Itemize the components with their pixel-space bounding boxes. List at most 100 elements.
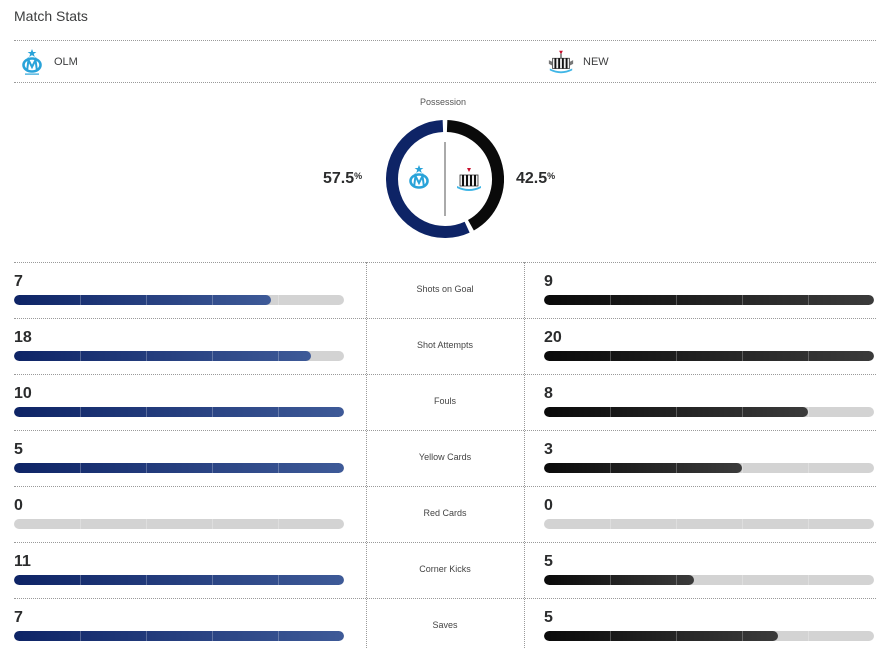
away-team[interactable]: NEW: [547, 48, 609, 76]
bar-segment: [610, 295, 611, 305]
bar-segment: [610, 519, 611, 529]
bar-segment: [278, 631, 279, 641]
away-stat-value: 0: [544, 497, 553, 514]
home-stat-bar-fill: [14, 351, 311, 361]
home-team[interactable]: OLM: [18, 48, 78, 76]
bar-segment: [146, 351, 147, 361]
bar-segment: [610, 463, 611, 473]
column-divider: [524, 262, 525, 648]
home-stat-bar: [14, 519, 344, 529]
possession-donut-chart: [386, 120, 504, 238]
away-stat-bar: [544, 295, 874, 305]
bar-segment: [80, 463, 81, 473]
away-team-abbr: NEW: [583, 56, 609, 68]
bar-segment: [808, 631, 809, 641]
bar-segment: [742, 519, 743, 529]
stat-row: 0 Red Cards 0: [14, 486, 876, 542]
stat-row: 11 Corner Kicks 5: [14, 542, 876, 598]
away-stat-value: 20: [544, 329, 562, 346]
bar-segment: [676, 351, 677, 361]
stat-row: 18 Shot Attempts 20: [14, 318, 876, 374]
away-stat-bar-fill: [544, 407, 809, 417]
bar-segment: [278, 575, 279, 585]
away-stat-bar-fill: [544, 295, 874, 305]
possession-label: Possession: [419, 97, 467, 107]
bar-segment: [742, 295, 743, 305]
home-possession-value: 57.5%: [323, 170, 362, 188]
bar-segment: [808, 351, 809, 361]
stat-label: Yellow Cards: [418, 452, 472, 462]
stat-row: 7 Shots on Goal 9: [14, 262, 876, 318]
bar-segment: [146, 407, 147, 417]
divider: [14, 374, 876, 375]
away-stat-bar: [544, 575, 874, 585]
home-stat-bar: [14, 631, 344, 641]
bar-segment: [610, 575, 611, 585]
bar-segment: [80, 631, 81, 641]
bar-segment: [676, 295, 677, 305]
bar-segment: [146, 295, 147, 305]
home-stat-bar: [14, 295, 344, 305]
stat-label: Shots on Goal: [416, 284, 474, 294]
home-stat-bar: [14, 407, 344, 417]
bar-segment: [742, 351, 743, 361]
away-stat-value: 5: [544, 553, 553, 570]
bar-segment: [278, 519, 279, 529]
bar-segment: [146, 631, 147, 641]
divider: [14, 318, 876, 319]
divider: [14, 82, 876, 83]
home-stat-bar-fill: [14, 631, 344, 641]
away-stat-bar: [544, 407, 874, 417]
om-crest-icon: [18, 48, 46, 76]
away-possession-arc: [446, 120, 504, 231]
bar-segment: [610, 351, 611, 361]
bar-segment: [676, 407, 677, 417]
divider: [14, 598, 876, 599]
home-stat-value: 5: [14, 441, 23, 458]
home-stat-bar-fill: [14, 463, 344, 473]
percent-unit: %: [354, 171, 363, 181]
away-stat-bar: [544, 351, 874, 361]
bar-segment: [742, 575, 743, 585]
bar-segment: [212, 295, 213, 305]
magpie-crest-icon: [547, 48, 575, 76]
home-stat-value: 7: [14, 609, 23, 626]
stat-label: Red Cards: [423, 508, 467, 518]
bar-segment: [212, 463, 213, 473]
stat-row: 10 Fouls 8: [14, 374, 876, 430]
away-stat-bar-fill: [544, 575, 809, 585]
bar-segment: [742, 463, 743, 473]
home-stat-bar: [14, 351, 344, 361]
bar-segment: [676, 519, 677, 529]
bar-segment: [80, 351, 81, 361]
stat-label: Corner Kicks: [419, 564, 471, 574]
home-stat-bar: [14, 463, 344, 473]
bar-segment: [676, 463, 677, 473]
home-stat-bar-fill: [14, 575, 344, 585]
bar-segment: [212, 519, 213, 529]
bar-segment: [146, 575, 147, 585]
away-stat-value: 3: [544, 441, 553, 458]
home-stat-value: 10: [14, 385, 32, 402]
away-possession-value: 42.5%: [516, 170, 555, 188]
magpie-crest-icon: [457, 168, 481, 191]
away-stat-value: 5: [544, 609, 553, 626]
bar-segment: [278, 407, 279, 417]
home-stat-bar-fill: [14, 295, 279, 305]
bar-segment: [212, 575, 213, 585]
bar-segment: [676, 631, 677, 641]
bar-segment: [808, 295, 809, 305]
divider: [14, 486, 876, 487]
home-possession-arc: [386, 120, 470, 238]
om-crest-icon: [409, 165, 429, 189]
away-stat-bar-fill: [544, 463, 809, 473]
home-stat-bar: [14, 575, 344, 585]
away-stat-bar: [544, 631, 874, 641]
home-stat-value: 18: [14, 329, 32, 346]
bar-segment: [808, 519, 809, 529]
bar-segment: [278, 463, 279, 473]
bar-segment: [808, 463, 809, 473]
bar-segment: [610, 631, 611, 641]
home-stat-value: 11: [14, 553, 31, 570]
stat-row: 7 Saves 5: [14, 598, 876, 648]
